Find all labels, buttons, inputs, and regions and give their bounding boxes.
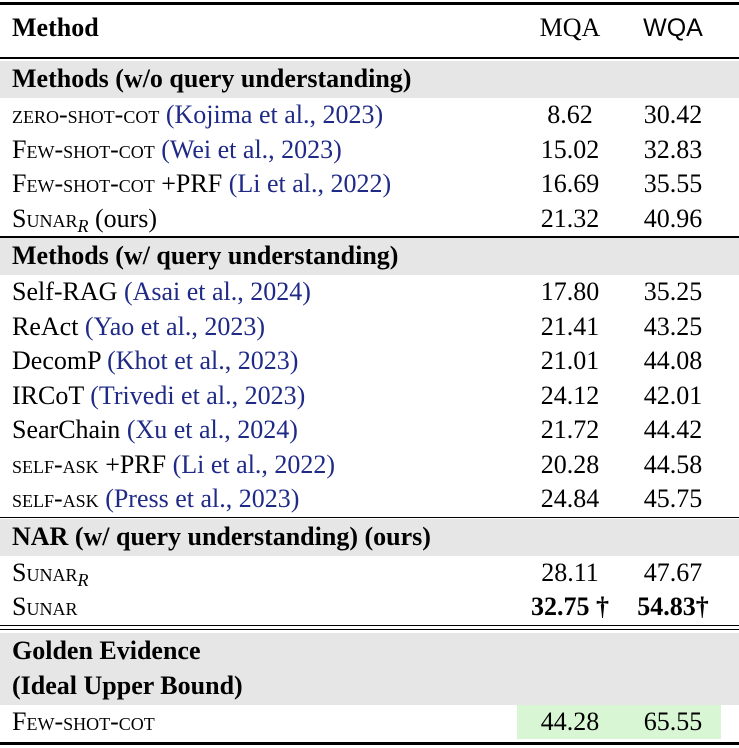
citation: (Press et al., 2023)	[105, 484, 300, 513]
method-name: Sunar	[12, 557, 78, 587]
mqa-value: 17.80	[540, 277, 600, 306]
wqa-value: 65.55	[643, 706, 703, 736]
citation: (Li et al., 2022)	[172, 449, 336, 479]
wqa-value: 45.75	[643, 484, 703, 513]
highlight	[517, 704, 721, 739]
wqa-value: 40.96	[643, 203, 703, 233]
bottom-rule	[0, 742, 739, 745]
method-cell: IRCoT (Trivedi et al., 2023)	[12, 379, 305, 413]
wqa-value: 47.67	[643, 557, 703, 587]
method-suffix: (ours)	[94, 203, 158, 233]
method-name: IRCoT	[12, 380, 84, 410]
citation: (Yao et al., 2023)	[84, 311, 265, 341]
citation: (Wei et al., 2023)	[161, 134, 342, 164]
section-title: (Ideal Upper Bound)	[12, 670, 243, 700]
section-title: Golden Evidence	[12, 635, 201, 665]
wqa-value: 54.83†	[637, 592, 709, 621]
mqa-value: 21.41	[540, 311, 600, 341]
method-name: zero-shot-cot	[12, 100, 160, 129]
header-mqa: MQA	[539, 13, 601, 42]
section-band	[0, 238, 739, 275]
method-name: Few-shot-cot	[12, 169, 155, 198]
wqa-value: 44.08	[643, 346, 703, 375]
mqa-value: 16.69	[540, 169, 600, 198]
method-name: Self-RAG	[12, 277, 118, 306]
mqa-value: 24.12	[540, 380, 600, 410]
wqa-value: 42.01	[643, 380, 703, 410]
method-subscript: R	[77, 215, 89, 236]
wqa-value: 43.25	[643, 311, 703, 341]
method-name: Few-shot-cot	[12, 134, 155, 164]
method-suffix: +PRF	[161, 169, 223, 198]
citation: (Li et al., 2022)	[228, 169, 392, 198]
section-rule	[0, 236, 739, 238]
method-cell: SunarR	[12, 556, 88, 597]
mqa-value: 32.75 †	[531, 592, 609, 621]
header-method: Method	[12, 13, 99, 42]
mqa-value: 15.02	[540, 134, 600, 164]
wqa-value: 35.55	[643, 169, 703, 198]
citation: (Asai et al., 2024)	[123, 277, 311, 306]
method-name: Sunar	[12, 592, 78, 621]
method-cell: SunarR (ours)	[12, 202, 157, 243]
method-name: SearChain	[12, 415, 121, 444]
method-cell: self-ask +PRF (Li et al., 2022)	[12, 448, 335, 482]
citation: (Xu et al., 2024)	[126, 415, 298, 444]
citation: (Trivedi et al., 2023)	[90, 380, 306, 410]
method-cell: Few-shot-cot (Wei et al., 2023)	[12, 133, 342, 167]
method-name: Sunar	[12, 203, 78, 233]
wqa-value: 44.58	[643, 449, 703, 479]
header-wqa: WQA	[643, 14, 703, 42]
wqa-value: 44.42	[643, 415, 703, 444]
method-cell: Sunar	[12, 590, 77, 624]
section-rule	[0, 624, 739, 626]
citation: (Khot et al., 2023)	[107, 346, 299, 375]
wqa-value: 30.42	[643, 100, 703, 129]
section-rule	[0, 516, 739, 518]
mqa-value: 21.32	[540, 203, 600, 233]
method-cell: DecomP (Khot et al., 2023)	[12, 344, 298, 378]
wqa-value: 35.25	[643, 277, 703, 306]
section-band	[0, 61, 739, 98]
citation: (Kojima et al., 2023)	[165, 100, 384, 129]
method-cell: SearChain (Xu et al., 2024)	[12, 413, 298, 447]
method-name: Few-shot-cot	[12, 706, 155, 736]
method-cell: Few-shot-cot +PRF (Li et al., 2022)	[12, 167, 391, 201]
method-name: self-ask	[12, 484, 99, 513]
mqa-value: 8.62	[547, 100, 593, 129]
method-cell: zero-shot-cot (Kojima et al., 2023)	[12, 98, 383, 132]
method-name: ReAct	[12, 311, 79, 341]
section-title: Methods (w/o query understanding)	[12, 64, 412, 93]
mqa-value: 28.11	[541, 557, 599, 587]
method-name: self-ask	[12, 449, 99, 479]
method-cell: Self-RAG (Asai et al., 2024)	[12, 275, 311, 309]
method-suffix: +PRF	[105, 449, 167, 479]
top-rule	[0, 2, 739, 5]
mqa-value: 24.84	[540, 484, 600, 513]
method-cell: self-ask (Press et al., 2023)	[12, 482, 299, 516]
method-cell: ReAct (Yao et al., 2023)	[12, 310, 265, 344]
method-cell: Few-shot-cot	[12, 705, 155, 739]
mqa-value: 21.72	[540, 415, 600, 444]
wqa-value: 32.83	[643, 134, 703, 164]
mqa-value: 21.01	[540, 346, 600, 375]
method-name: DecomP	[12, 346, 101, 375]
method-subscript: R	[77, 569, 89, 590]
section-band	[0, 632, 739, 705]
section-title: NAR (w/ query understanding) (ours)	[12, 521, 431, 551]
mqa-value: 44.28	[540, 706, 600, 736]
header-rule	[0, 57, 739, 59]
mqa-value: 20.28	[540, 449, 600, 479]
section-rule	[0, 628, 739, 630]
section-title: Methods (w/ query understanding)	[12, 241, 399, 270]
section-band	[0, 518, 739, 556]
